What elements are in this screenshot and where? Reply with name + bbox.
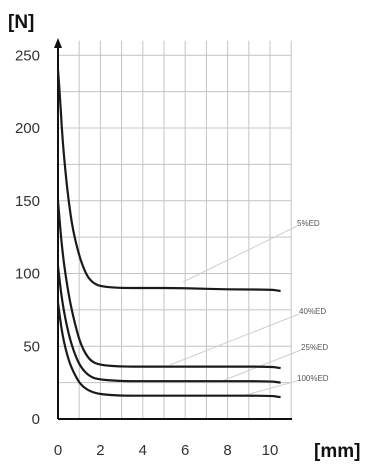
x-tick-label: 8 xyxy=(223,442,231,459)
y-tick-label: 200 xyxy=(15,120,40,137)
series-label-100-pct-ed: 100%ED xyxy=(297,374,329,383)
series-curve-5-pct-ed xyxy=(56,69,281,293)
axes xyxy=(54,38,292,420)
y-tick-label: 150 xyxy=(15,193,40,210)
series-curves xyxy=(56,69,281,399)
y-tick-label: 50 xyxy=(23,338,40,355)
series-curve-25-pct-ed xyxy=(56,266,281,384)
grid xyxy=(58,40,292,419)
x-tick-label: 0 xyxy=(54,442,62,459)
series-label-40-pct-ed: 40%ED xyxy=(299,307,326,316)
leader-line-100-pct-ed xyxy=(241,380,298,397)
leader-line-40-pct-ed xyxy=(169,313,300,366)
y-tick-label: 100 xyxy=(15,266,40,283)
series-curve-40-pct-ed xyxy=(56,200,281,370)
series-curve-100-pct-ed xyxy=(56,302,281,399)
leader-line-5-pct-ed xyxy=(182,225,298,283)
leader-line-25-pct-ed xyxy=(221,349,302,382)
series-labels: 5%ED 40%ED 25%ED 100%ED xyxy=(297,219,329,383)
label-leaders xyxy=(169,225,302,397)
y-axis-arrow xyxy=(54,38,62,48)
series-label-5-pct-ed: 5%ED xyxy=(297,219,320,228)
x-tick-label: 2 xyxy=(96,442,104,459)
y-axis-label: [N] xyxy=(8,12,34,33)
x-tick-label: 10 xyxy=(262,442,279,459)
x-tick-label: 4 xyxy=(139,442,147,459)
x-axis-label: [mm] xyxy=(314,441,360,462)
x-tick-label: 6 xyxy=(181,442,189,459)
y-tick-label: 250 xyxy=(15,47,40,64)
series-label-25-pct-ed: 25%ED xyxy=(301,343,328,352)
y-tick-label: 0 xyxy=(32,411,40,428)
